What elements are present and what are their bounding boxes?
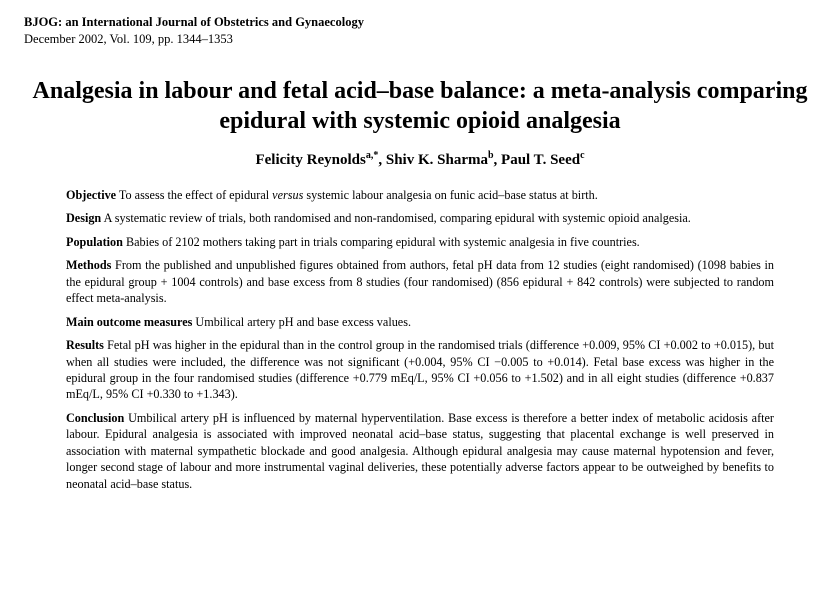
- abstract-label: Design: [66, 211, 101, 225]
- abstract-population: Population Babies of 2102 mothers taking…: [66, 234, 774, 250]
- author: Felicity Reynoldsa,*: [255, 152, 378, 168]
- journal-header: BJOG: an International Journal of Obstet…: [24, 14, 816, 48]
- abstract-methods: Methods From the published and unpublish…: [66, 257, 774, 306]
- abstract-conclusion: Conclusion Umbilical artery pH is influe…: [66, 410, 774, 492]
- article-title: Analgesia in labour and fetal acid–base …: [24, 76, 816, 136]
- abstract-objective: Objective To assess the effect of epidur…: [66, 187, 774, 203]
- abstract-label: Methods: [66, 258, 111, 272]
- abstract-label: Conclusion: [66, 411, 124, 425]
- abstract: Objective To assess the effect of epidur…: [24, 187, 816, 493]
- journal-issue: December 2002, Vol. 109, pp. 1344–1353: [24, 32, 233, 46]
- abstract-label: Objective: [66, 188, 116, 202]
- abstract-label: Results: [66, 338, 104, 352]
- abstract-label: Population: [66, 235, 123, 249]
- abstract-outcomes: Main outcome measures Umbilical artery p…: [66, 314, 774, 330]
- author-list: Felicity Reynoldsa,*, Shiv K. Sharmab, P…: [24, 150, 816, 169]
- journal-name: BJOG: an International Journal of Obstet…: [24, 15, 364, 29]
- author: Shiv K. Sharmab: [386, 152, 494, 168]
- author: Paul T. Seedc: [501, 152, 585, 168]
- abstract-label: Main outcome measures: [66, 315, 192, 329]
- abstract-design: Design A systematic review of trials, bo…: [66, 210, 774, 226]
- abstract-results: Results Fetal pH was higher in the epidu…: [66, 337, 774, 403]
